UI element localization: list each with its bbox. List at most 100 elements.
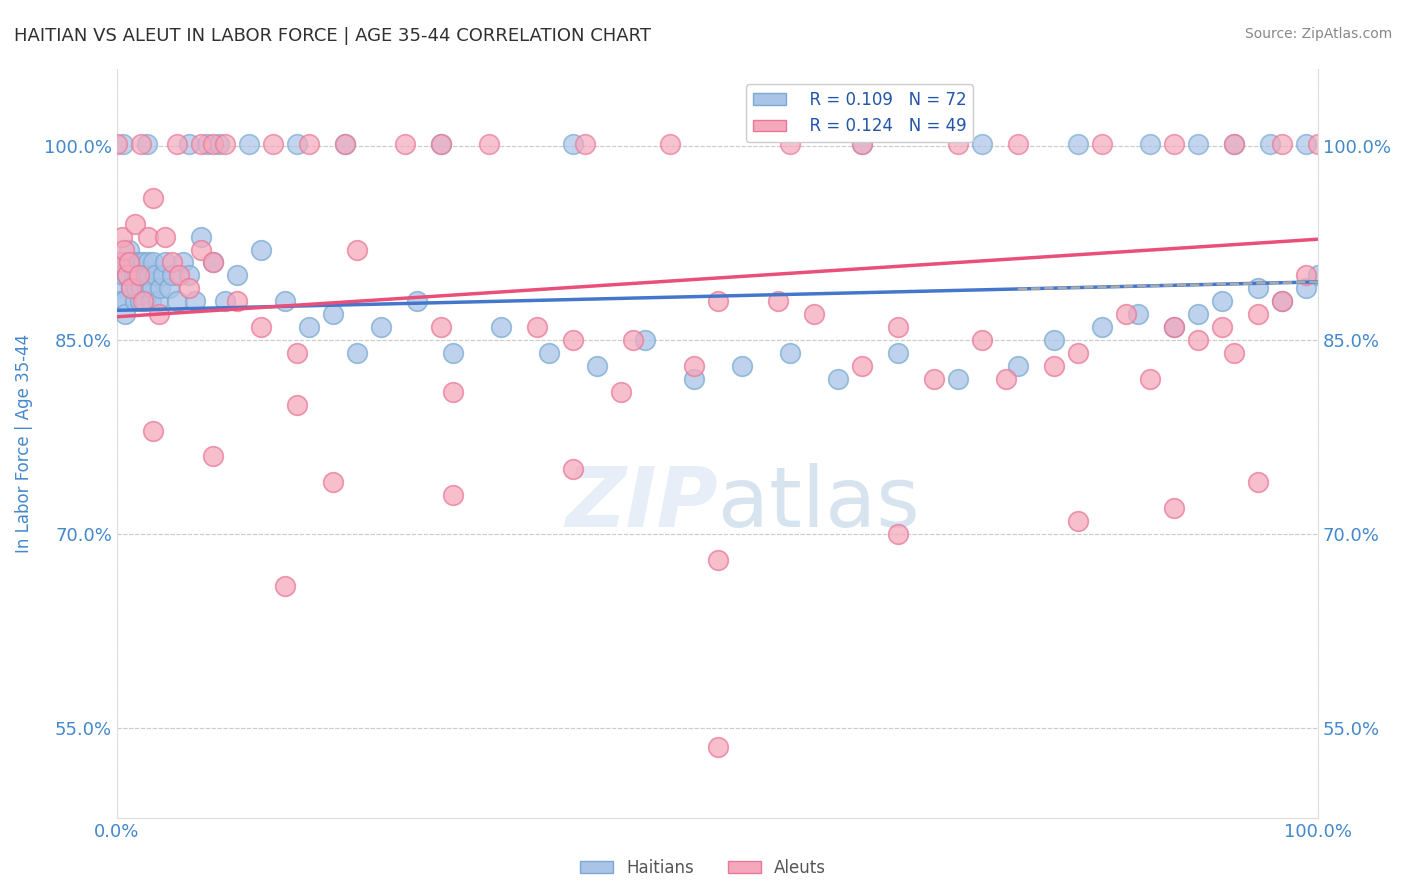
Point: [118, 243, 141, 257]
Point: [610, 384, 633, 399]
Point: [1271, 294, 1294, 309]
Point: [274, 579, 297, 593]
Point: [1163, 320, 1185, 334]
Point: [166, 294, 188, 309]
Point: [153, 229, 176, 244]
Point: [970, 136, 993, 151]
Point: [1163, 320, 1185, 334]
Point: [1091, 136, 1114, 151]
Point: [1163, 501, 1185, 516]
Point: [1187, 136, 1209, 151]
Point: [111, 136, 134, 151]
Point: [115, 268, 138, 283]
Point: [970, 333, 993, 347]
Point: [214, 136, 236, 151]
Point: [250, 243, 273, 257]
Point: [1211, 320, 1233, 334]
Point: [886, 346, 908, 360]
Point: [142, 255, 165, 269]
Point: [117, 255, 139, 269]
Point: [115, 268, 138, 283]
Point: [827, 372, 849, 386]
Point: [1091, 320, 1114, 334]
Point: [478, 136, 501, 151]
Point: [574, 136, 596, 151]
Point: [195, 136, 218, 151]
Point: [1067, 346, 1090, 360]
Point: [112, 294, 135, 309]
Point: [1223, 136, 1246, 151]
Point: [851, 136, 873, 151]
Point: [141, 281, 163, 295]
Y-axis label: In Labor Force | Age 35-44: In Labor Force | Age 35-44: [15, 334, 32, 553]
Point: [1067, 136, 1090, 151]
Point: [132, 255, 155, 269]
Point: [132, 294, 155, 309]
Point: [430, 136, 453, 151]
Point: [226, 294, 249, 309]
Point: [886, 527, 908, 541]
Point: [122, 268, 145, 283]
Point: [134, 294, 156, 309]
Point: [335, 136, 357, 151]
Point: [177, 268, 200, 283]
Point: [430, 320, 453, 334]
Point: [634, 333, 657, 347]
Point: [202, 255, 225, 269]
Point: [190, 243, 212, 257]
Point: [120, 281, 142, 295]
Point: [105, 136, 128, 151]
Point: [148, 307, 170, 321]
Point: [184, 294, 207, 309]
Point: [149, 281, 172, 295]
Point: [779, 346, 801, 360]
Point: [111, 255, 134, 269]
Point: [335, 136, 357, 151]
Legend: Haitians, Aleuts: Haitians, Aleuts: [574, 853, 832, 884]
Point: [157, 281, 180, 295]
Point: [177, 281, 200, 295]
Point: [262, 136, 284, 151]
Point: [169, 268, 191, 283]
Point: [658, 136, 681, 151]
Point: [202, 136, 225, 151]
Point: [491, 320, 513, 334]
Point: [202, 255, 225, 269]
Point: [1139, 136, 1161, 151]
Point: [1163, 136, 1185, 151]
Point: [851, 136, 873, 151]
Point: [322, 475, 344, 490]
Point: [153, 255, 176, 269]
Point: [562, 462, 585, 476]
Point: [706, 294, 728, 309]
Point: [682, 359, 704, 373]
Point: [138, 268, 160, 283]
Point: [214, 294, 236, 309]
Point: [1043, 333, 1066, 347]
Point: [1007, 136, 1029, 151]
Point: [226, 268, 249, 283]
Point: [124, 294, 146, 309]
Point: [1295, 281, 1317, 295]
Point: [1126, 307, 1149, 321]
Point: [152, 268, 174, 283]
Point: [208, 136, 231, 151]
Point: [370, 320, 392, 334]
Point: [125, 281, 148, 295]
Point: [1187, 307, 1209, 321]
Point: [562, 333, 585, 347]
Point: [562, 136, 585, 151]
Point: [406, 294, 429, 309]
Point: [886, 320, 908, 334]
Point: [922, 372, 945, 386]
Point: [1271, 294, 1294, 309]
Point: [121, 255, 143, 269]
Point: [129, 136, 152, 151]
Point: [1067, 514, 1090, 528]
Point: [120, 281, 142, 295]
Text: Source: ZipAtlas.com: Source: ZipAtlas.com: [1244, 27, 1392, 41]
Point: [128, 294, 150, 309]
Point: [136, 281, 159, 295]
Point: [160, 268, 183, 283]
Point: [136, 229, 159, 244]
